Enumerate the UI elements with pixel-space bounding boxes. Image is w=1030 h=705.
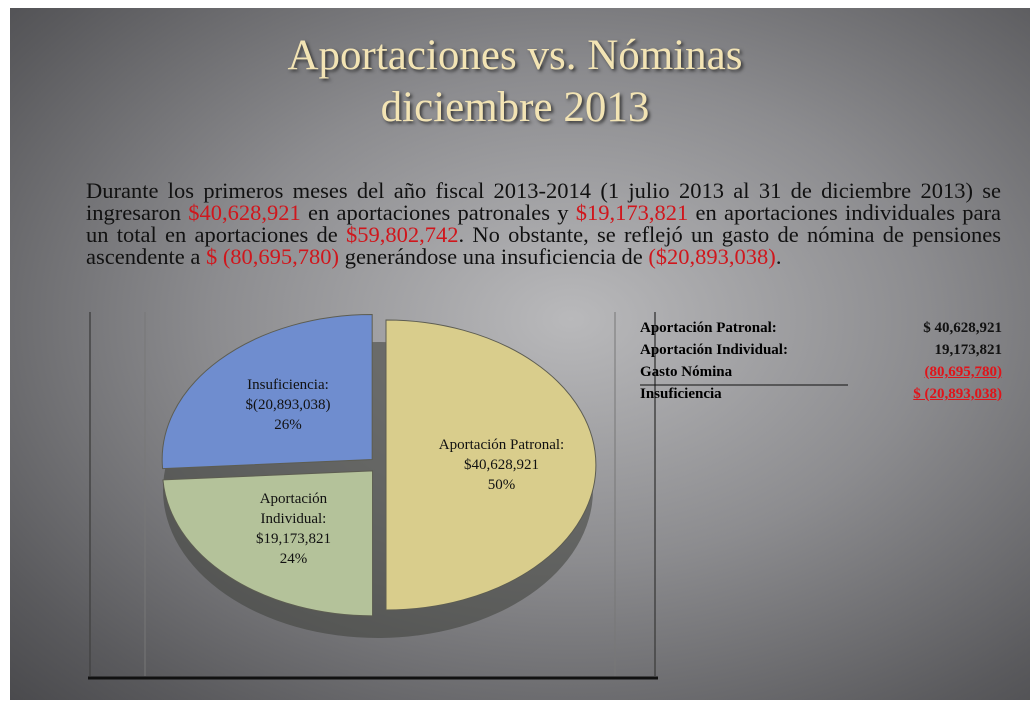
row-value: $ (20,893,038) [913, 386, 1002, 402]
pie-slice [385, 319, 597, 611]
slice-percent: 26% [274, 416, 302, 433]
paragraph: Durante los primeros meses del año fisca… [86, 178, 1001, 269]
slice-amount: $19,173,821 [255, 530, 331, 547]
table-row: Insuficiencia $ (20,893,038) [640, 383, 1002, 405]
slice-percent: 50% [487, 477, 516, 493]
paragraph-run: en aportaciones individuales para un tot… [86, 200, 1001, 247]
row-label: Gasto Nómina [640, 364, 733, 380]
title-line: diciembre 2013 [380, 84, 650, 131]
row-label: Insuficiencia [640, 386, 722, 402]
slice-amount: $40,628,921 [464, 457, 539, 473]
title-line: Aportaciones vs. Nóminas [287, 32, 743, 79]
paragraph-run: . No obstante, se reflejó un gasto de nó… [86, 222, 1001, 269]
slice-label: Aportación Individual: $19,173,821 24% [228, 489, 358, 569]
table-row: Gasto Nómina (80,695,780) [640, 361, 1002, 383]
row-label: Aportación Individual: [640, 342, 788, 358]
paragraph-run: Durante los primeros meses del año fisca… [86, 178, 1001, 225]
pie-slice [162, 470, 374, 617]
row-value: 19,173,821 [934, 342, 1003, 358]
paragraph-run: $59,802,742 [345, 222, 459, 247]
paragraph-run: $19,173,821 [575, 200, 689, 225]
row-label: Aportación Patronal: [640, 320, 777, 336]
paragraph-run: ($20,893,038) [648, 244, 776, 269]
paragraph-run: en aportaciones patronales y [300, 200, 576, 225]
slice-category: Aportación Individual: [259, 490, 328, 527]
pie-slice [161, 314, 373, 470]
paragraph-run: $40,628,921 [188, 200, 301, 225]
slice-category: Aportación Patronal: [438, 437, 565, 453]
slice-percent: 24% [279, 550, 308, 567]
row-value: $ 40,628,921 [923, 320, 1002, 336]
title: Aportaciones vs. Nóminas diciembre 2013 [0, 30, 1030, 134]
paragraph-run: $ (80,695,780) [205, 244, 340, 269]
paragraph-run: . [775, 244, 782, 269]
table-row: Aportación Patronal: $ 40,628,921 [640, 317, 1002, 339]
row-value: (80,695,780) [924, 364, 1003, 380]
paragraph-run: generándose una insuficiencia de [339, 244, 649, 269]
slice-amount: $(20,893,038) [245, 396, 331, 413]
slice-label: Insuficiencia: $(20,893,038) 26% [223, 375, 353, 435]
summary-table: Aportación Patronal: $ 40,628,921 Aportaci… [640, 317, 1002, 405]
slice-category: Insuficiencia: [247, 376, 329, 393]
table-row: Aportación Individual: 19,173,821 [640, 339, 1002, 361]
slice-label: Aportación Patronal: $40,628,921 50% [437, 435, 567, 495]
